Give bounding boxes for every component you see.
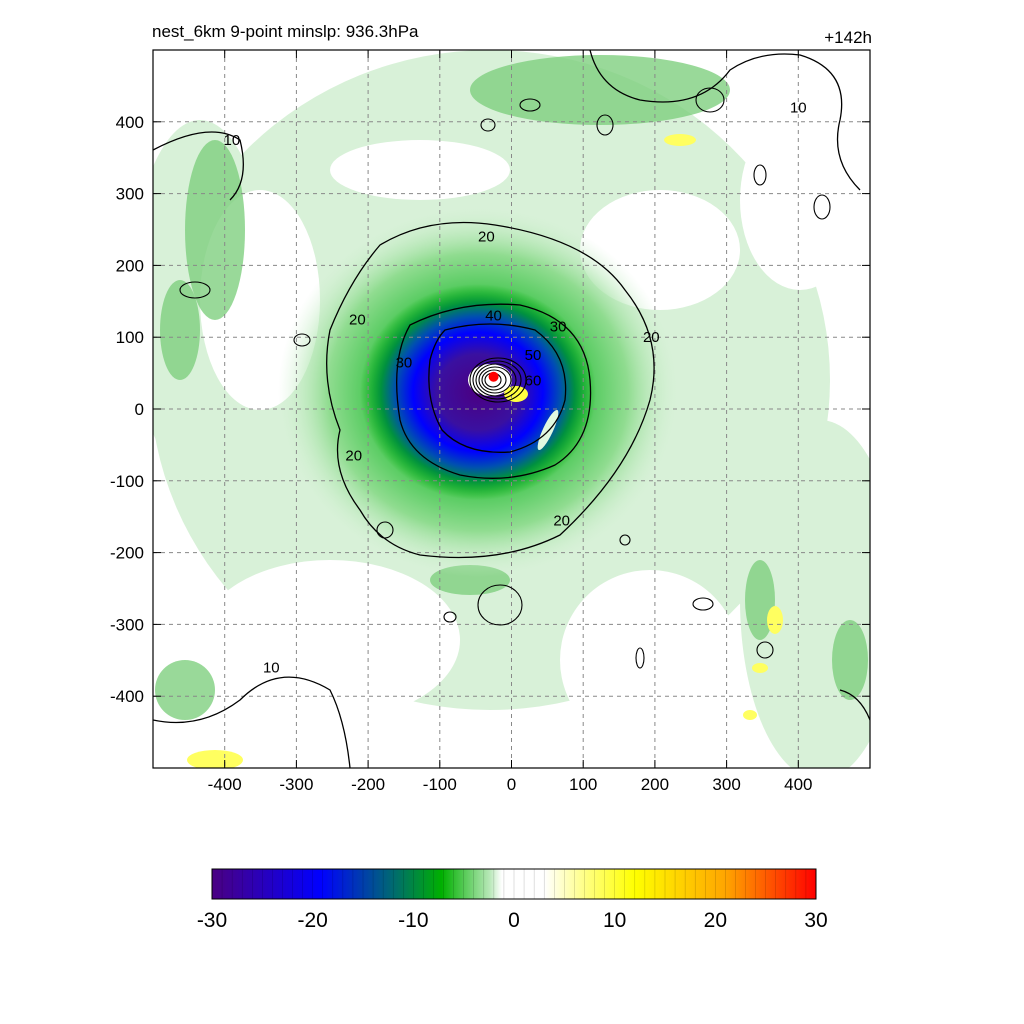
x-tick-label: 300 (712, 775, 740, 794)
colorbar-tick-label: -10 (398, 909, 428, 932)
contour-20 (326, 221, 655, 559)
y-tick-label: 400 (116, 113, 144, 132)
eyewall-positive (504, 386, 528, 402)
colorbar-tick-label: 20 (704, 909, 727, 932)
contour-10-northeast (589, 50, 861, 191)
y-axis: 400 300 200 100 0 -100 -200 -300 -400 (110, 113, 870, 706)
center-dot (488, 371, 499, 382)
contour-label: 40 (485, 308, 502, 325)
y-tick-label: -100 (110, 472, 144, 491)
y-tick-label: -200 (110, 544, 144, 563)
contour-label: 30 (396, 354, 413, 371)
contour-label: 10 (790, 99, 807, 116)
contour-label: 10 (224, 132, 241, 149)
contour-label: 20 (349, 311, 366, 328)
colorbar: -30 -20 -10 0 10 20 30 (197, 868, 828, 932)
x-tick-label: 100 (569, 775, 597, 794)
contour-10-west (153, 131, 244, 201)
contour-label: 20 (478, 229, 495, 246)
green-bands (155, 55, 868, 720)
x-tick-label: 400 (784, 775, 812, 794)
x-tick-label: 200 (641, 775, 669, 794)
contour-40 (428, 323, 567, 453)
contour-10-southeast (839, 689, 870, 721)
colorbar-tick-label: 10 (603, 909, 626, 932)
chart-title: nest_6km 9-point minslp: 936.3hPa (152, 22, 419, 41)
y-tick-label: -300 (110, 615, 144, 634)
x-tick-label: -200 (351, 775, 385, 794)
contour-10-southwest (153, 676, 351, 768)
contour-30 (396, 303, 592, 479)
y-tick-label: 300 (116, 185, 144, 204)
colorbar-ticks: -30 -20 -10 0 10 20 30 (197, 909, 828, 932)
colorbar-tick-label: 0 (508, 909, 520, 932)
contour-label: 10 (263, 659, 280, 676)
colorbar-tick-label: -20 (297, 909, 327, 932)
y-tick-label: 100 (116, 328, 144, 347)
contour-label: 20 (553, 512, 570, 529)
colorbar-frame (211, 868, 817, 900)
shaded-field (153, 50, 870, 768)
contour-label: 20 (643, 329, 660, 346)
contours (153, 50, 870, 768)
forecast-hour-label: +142h (824, 28, 872, 47)
colorbar-tick-label: 30 (804, 909, 827, 932)
storm-center (488, 371, 499, 382)
contour-label: 60 (525, 372, 542, 389)
x-axis: -400 -300 -200 -100 0 100 200 300 400 (208, 50, 812, 794)
yellow-patches (187, 134, 783, 768)
x-tick-label: -100 (423, 775, 457, 794)
inner-white-streak (537, 409, 559, 451)
colorbar-fill (212, 869, 816, 899)
y-tick-label: 200 (116, 256, 144, 275)
contour-label: 30 (550, 318, 567, 335)
y-tick-label: 0 (135, 400, 144, 419)
eyewall-contours (469, 357, 527, 403)
contour-label: 50 (525, 347, 542, 364)
colorbar-tick-label: -30 (197, 909, 227, 932)
y-tick-label: -400 (110, 687, 144, 706)
contour-label: 20 (345, 448, 362, 465)
x-tick-label: -400 (208, 775, 242, 794)
small-contours (179, 87, 831, 669)
x-tick-label: 0 (507, 775, 516, 794)
contour-labels: 10 10 10 20 20 20 20 20 30 30 40 50 60 (224, 99, 807, 676)
x-tick-label: -300 (279, 775, 313, 794)
